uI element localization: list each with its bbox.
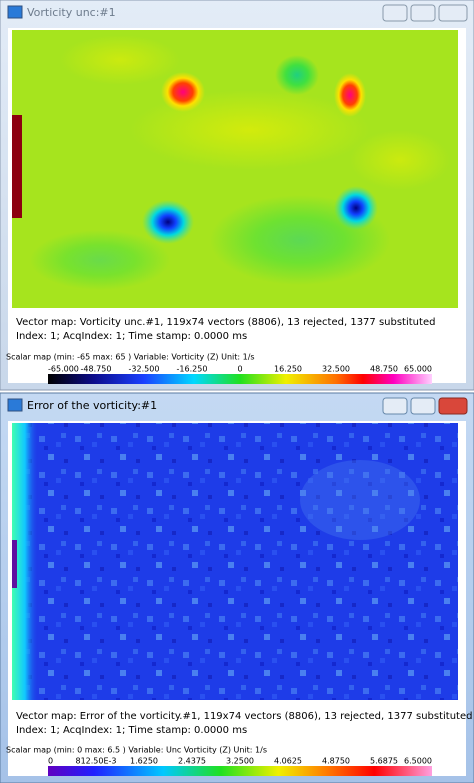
colorbar-label: 16.250 [274, 365, 302, 374]
close-button[interactable] [438, 397, 468, 415]
window-title: Vorticity unc:#1 [27, 6, 116, 19]
colorbar-label: 0 [237, 365, 242, 374]
window-icon [7, 398, 23, 412]
scalar-info: Scalar map (min: -65 max: 65 ) Variable:… [6, 353, 255, 362]
colorbar [48, 374, 432, 384]
scalar-info: Scalar map (min: 0 max: 6.5 ) Variable: … [6, 746, 267, 755]
colorbar-label: 2.4375 [178, 757, 206, 766]
info-line: Index: 1; AcqIndex: 1; Time stamp: 0.000… [16, 331, 247, 342]
error-map [12, 423, 458, 700]
colorbar-label: 4.0625 [274, 757, 302, 766]
info-line: Vector map: Vorticity unc.#1, 119x74 vec… [16, 317, 435, 328]
colorbar-label: 0 [48, 757, 53, 766]
colorbar-label: 6.5000 [404, 757, 432, 766]
info-line: Vector map: Error of the vorticity.#1, 1… [16, 711, 472, 722]
minimize-button[interactable] [382, 4, 408, 22]
vorticity-map [12, 30, 458, 308]
maximize-button[interactable] [410, 4, 436, 22]
close-button[interactable] [438, 4, 468, 22]
colorbar-label: -48.750 [81, 365, 112, 374]
window-icon [7, 5, 23, 19]
colorbar-label: 5.6875 [370, 757, 398, 766]
colorbar-label: 1.6250 [130, 757, 158, 766]
info-line: Index: 1; AcqIndex: 1; Time stamp: 0.000… [16, 725, 247, 736]
window-title: Error of the vorticity:#1 [27, 399, 157, 412]
minimize-button[interactable] [382, 397, 408, 415]
colorbar-label: 812.50E-3 [75, 757, 116, 766]
colorbar-label: -16.250 [177, 365, 208, 374]
colorbar-label: 65.000 [404, 365, 432, 374]
colorbar-label: 32.500 [322, 365, 350, 374]
colorbar [48, 766, 432, 776]
colorbar-label: -65.000 [48, 365, 79, 374]
colorbar-label: 48.750 [370, 365, 398, 374]
colorbar-label: 4.8750 [322, 757, 350, 766]
colorbar-label: -32.500 [129, 365, 160, 374]
colorbar-label: 3.2500 [226, 757, 254, 766]
maximize-button[interactable] [410, 397, 436, 415]
